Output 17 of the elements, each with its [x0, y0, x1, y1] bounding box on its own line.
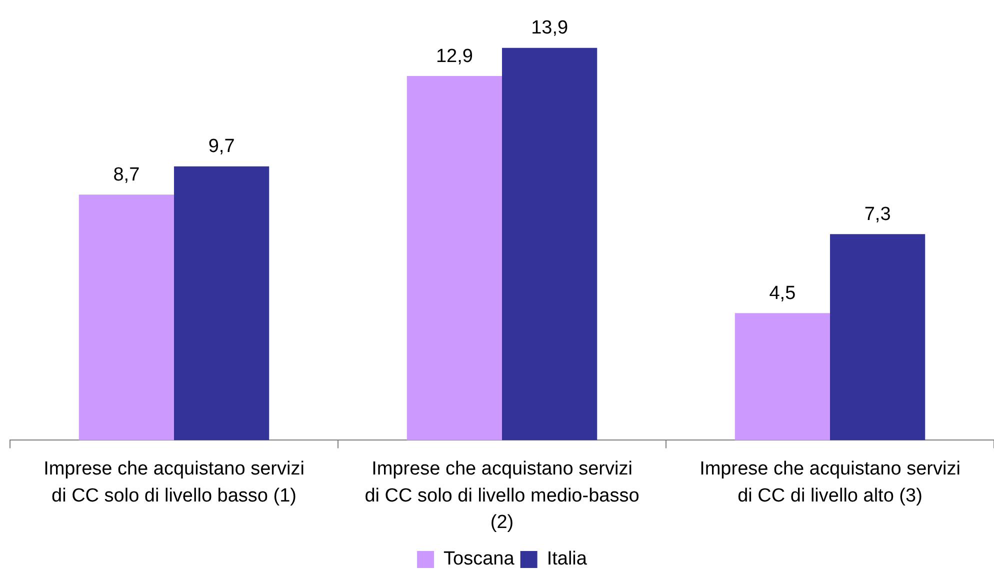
- bar: [406, 76, 502, 440]
- bar: [830, 234, 926, 440]
- data-label: 13,9: [531, 18, 568, 39]
- data-label: 8,7: [113, 164, 140, 186]
- bar: [502, 48, 598, 440]
- legend-label: Toscana: [444, 548, 515, 570]
- legend-label: Italia: [546, 548, 588, 570]
- data-label: 12,9: [436, 46, 473, 67]
- x-tick-label: Imprese che acquistano servizi di CC di livello alto (3): [700, 458, 960, 506]
- x-tick-label: Imprese che acquistano servizi di CC solo di livello medio-basso (2): [364, 458, 640, 533]
- bar: [174, 166, 270, 440]
- data-label: 9,7: [208, 136, 235, 158]
- data-label: 7,3: [864, 204, 891, 225]
- bar: [78, 194, 174, 440]
- x-tick-label: Imprese che acquistano servizi di CC solo di livello basso (1): [44, 458, 304, 506]
- bar: [734, 313, 830, 440]
- data-label: 4,5: [769, 282, 796, 304]
